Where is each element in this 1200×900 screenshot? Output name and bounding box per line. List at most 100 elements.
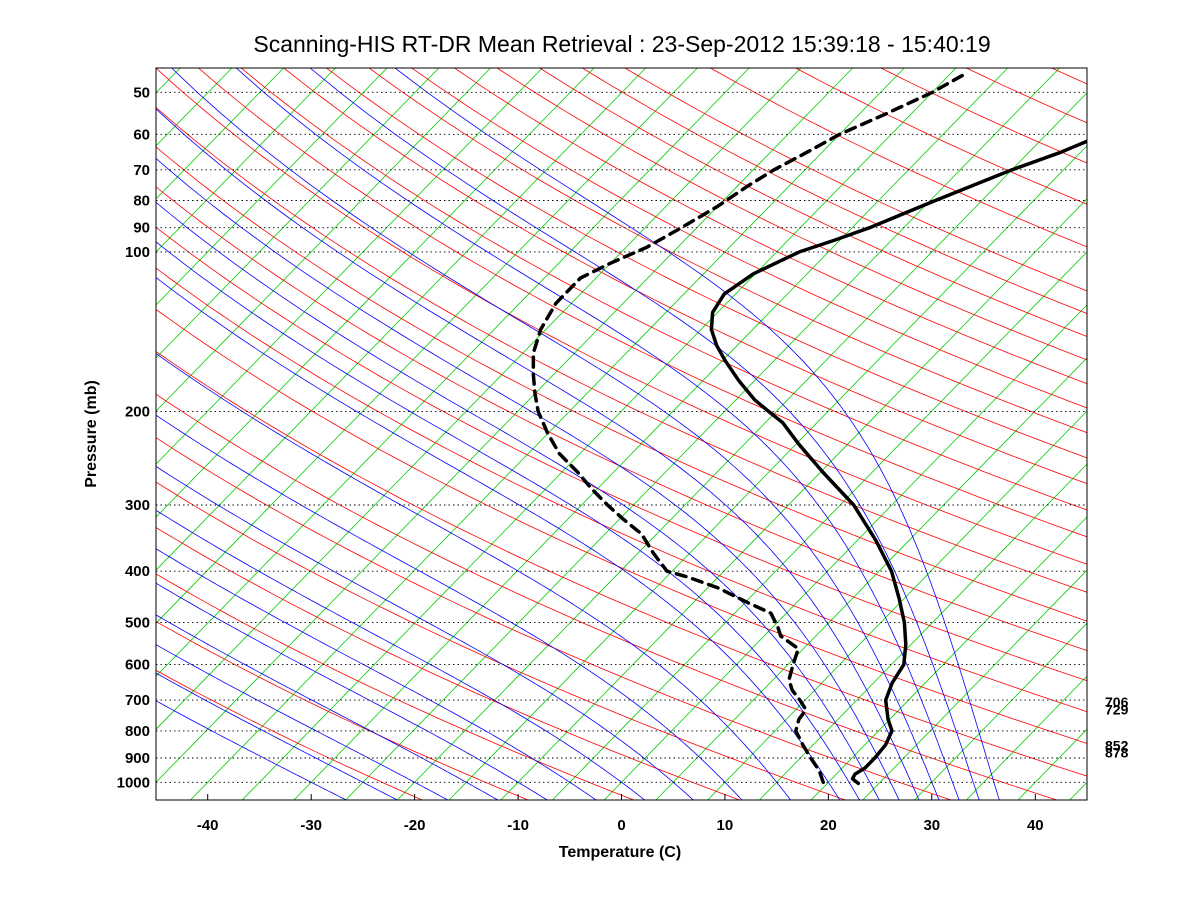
isotherm-line [966, 675, 1087, 800]
y-tick-label: 300 [125, 497, 150, 514]
dry-adiabat-line [156, 573, 634, 800]
dry-adiabat-line [795, 68, 1087, 205]
dry-adiabat-line [710, 68, 1087, 248]
y-tick-label: 90 [133, 220, 150, 237]
isotherm-line [914, 622, 1087, 800]
plot-area [156, 68, 1087, 800]
isotherm-line [241, 68, 957, 800]
x-tick-label: 40 [1027, 817, 1044, 834]
isotherm-line [156, 68, 698, 624]
x-axis-label: Temperature (C) [559, 844, 681, 861]
chart-title: Scanning-HIS RT-DR Mean Retrieval : 23-S… [253, 31, 990, 57]
moist-adiabat-line [156, 672, 398, 800]
x-tick-label: 10 [717, 817, 734, 834]
temperature-profile-line [709, 139, 1087, 786]
y-tick-label: 50 [133, 84, 150, 101]
isotherm-line [156, 68, 284, 200]
y-tick-label: 1000 [117, 774, 150, 791]
y-tick-label: 700 [125, 692, 150, 709]
dry-adiabat-line [454, 68, 1087, 385]
profile-series [531, 71, 1087, 786]
dry-adiabat-line [156, 527, 740, 800]
dry-adiabat-line [240, 68, 1087, 511]
moist-adiabat-line [235, 68, 960, 800]
dry-adiabat-line [326, 68, 1087, 459]
dry-adiabat-line [539, 68, 1087, 337]
x-tick-label: -30 [300, 817, 322, 834]
isotherm-line [156, 68, 336, 253]
dry-adiabat-line [156, 146, 1087, 622]
moist-adiabat-line [156, 108, 920, 800]
moist-adiabat-lines [156, 68, 1000, 800]
dewpoint-profile-line [531, 71, 969, 785]
side-pressure-label: 852 [1105, 737, 1129, 753]
isotherm-line [862, 569, 1087, 800]
moist-adiabat-line [309, 68, 980, 800]
y-tick-label: 100 [125, 244, 150, 261]
moist-adiabat-line [156, 241, 860, 800]
x-tick-label: -20 [404, 817, 426, 834]
isotherm-line [156, 68, 543, 465]
isotherm-line [156, 68, 491, 412]
isotherm-line [156, 68, 750, 677]
dry-adiabat-line [156, 669, 423, 800]
isotherm-line [759, 463, 1087, 800]
moist-adiabat-line [156, 582, 548, 800]
y-tick-label: 800 [125, 723, 150, 740]
moist-adiabat-line [394, 68, 1000, 800]
moist-adiabat-line [156, 414, 743, 800]
moist-adiabat-line [156, 548, 597, 800]
moist-adiabat-line [156, 465, 694, 800]
isotherm-line [156, 68, 388, 306]
moist-adiabat-line [171, 68, 940, 800]
isotherm-line [156, 68, 853, 783]
isotherm-line [655, 357, 1087, 800]
isotherm-line [293, 68, 1009, 800]
side-pressure-label: 878 [1105, 744, 1129, 760]
dry-adiabat-line [156, 267, 1087, 713]
y-axis-label: Pressure (mb) [83, 380, 100, 488]
isotherm-line [603, 304, 1087, 800]
y-tick-label: 200 [125, 404, 150, 421]
isotherm-line [707, 410, 1087, 800]
isotherm-line [448, 145, 1087, 800]
isotherm-line [500, 198, 1087, 800]
moist-adiabat-line [156, 509, 645, 800]
side-pressure-label: 729 [1105, 702, 1129, 718]
y-tick-label: 900 [125, 750, 150, 767]
dry-adiabat-line [624, 68, 1087, 292]
y-tick-label: 70 [133, 162, 150, 179]
moist-adiabat-line [156, 353, 792, 800]
isotherm-line [552, 251, 1087, 800]
moist-adiabat-line [156, 614, 498, 800]
dry-adiabat-line [283, 68, 1087, 485]
dry-adiabat-line [156, 437, 952, 800]
y-tick-label: 60 [133, 126, 150, 143]
y-axis: 50 60 70 80 90 100 200 300 400 500 600 700 800 900 100… [117, 84, 150, 791]
isotherm-line [156, 68, 440, 359]
x-tick-label: 0 [617, 817, 625, 834]
x-tick-label: -10 [507, 817, 529, 834]
dry-adiabat-line [198, 68, 1087, 538]
moist-adiabat-line [156, 644, 448, 800]
isotherm-lines [156, 68, 1087, 800]
side-pressure-label: 706 [1105, 694, 1129, 710]
dry-adiabat-line [411, 68, 1087, 409]
isotherm-line [810, 516, 1087, 800]
y-tick-label: 80 [133, 193, 150, 210]
y-tick-label: 400 [125, 563, 150, 580]
dry-adiabat-line [156, 226, 1087, 682]
dry-adiabat-line [368, 68, 1087, 434]
isotherm-line [156, 68, 802, 730]
moist-adiabat-line [156, 201, 880, 800]
dry-adiabat-line [156, 106, 1087, 593]
dry-adiabat-line [156, 393, 1057, 800]
isotherm-line [156, 68, 646, 571]
dry-adiabat-line [496, 68, 1087, 361]
dry-adiabat-line [156, 481, 846, 800]
x-tick-label: 30 [923, 817, 940, 834]
moist-adiabat-line [156, 700, 347, 800]
dry-adiabat-line [156, 621, 529, 800]
